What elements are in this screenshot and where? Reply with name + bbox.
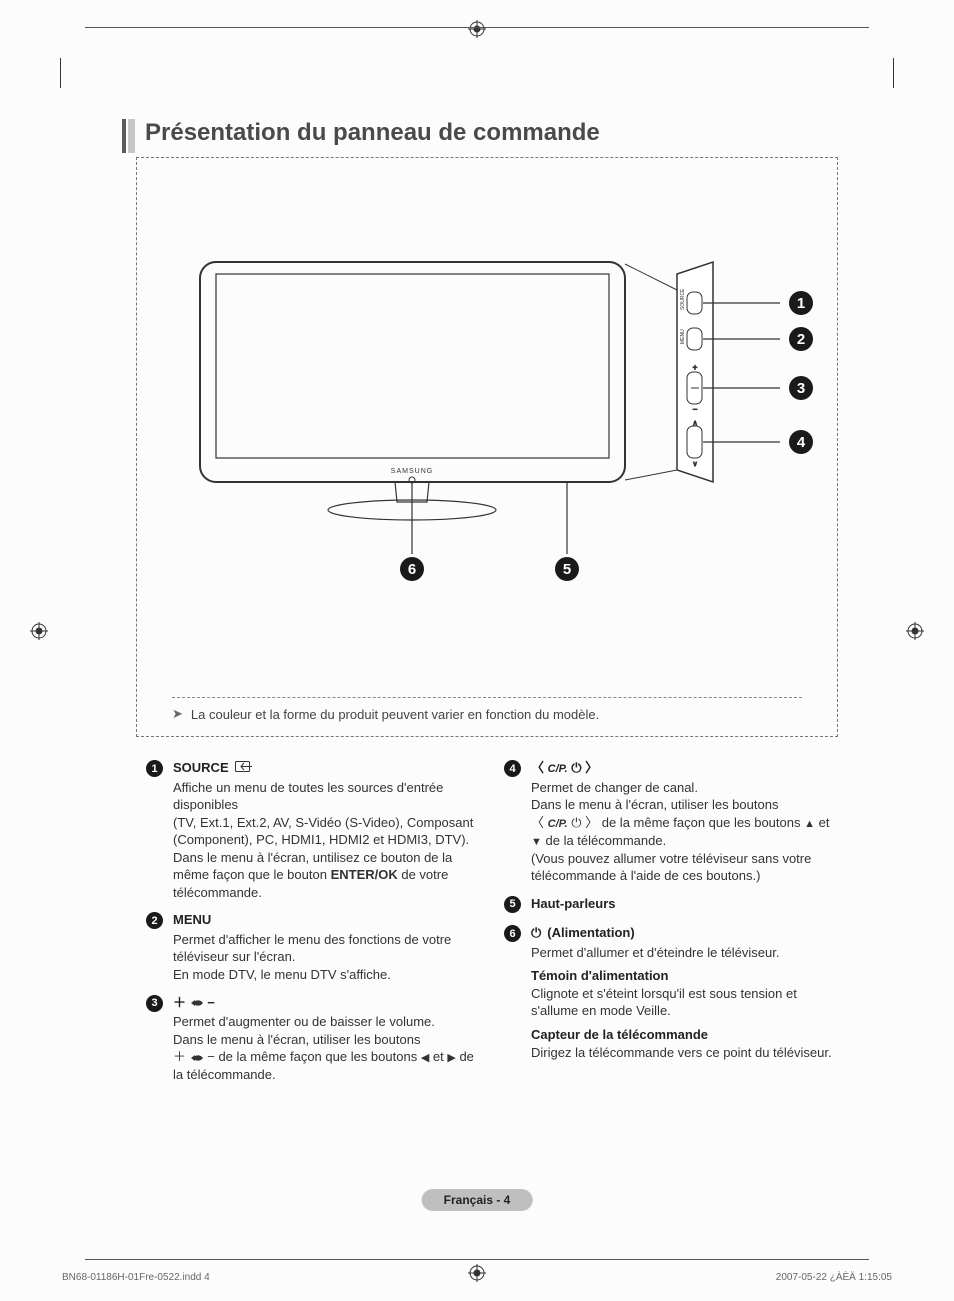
page-title: Présentation du panneau de commande <box>145 119 600 153</box>
note-text: La couleur et la forme du produit peuven… <box>191 707 599 722</box>
svg-text:∨: ∨ <box>692 461 697 468</box>
column-left: 1 SOURCE Affiche un menu de toutes les s… <box>146 759 480 1094</box>
note-arrow-icon <box>172 706 183 722</box>
svg-text:SOURCE: SOURCE <box>680 288 686 310</box>
item-head-text: (Alimentation) <box>547 924 634 942</box>
description-columns: 1 SOURCE Affiche un menu de toutes les s… <box>146 759 838 1094</box>
sub-text: Dirigez la télécommande vers ce point du… <box>531 1044 838 1062</box>
item-num: 5 <box>504 896 521 913</box>
item-head: MENU <box>173 911 480 929</box>
item-text: Permet de changer de canal.Dans le menu … <box>531 779 838 885</box>
page-number-pill: Français - 4 <box>422 1189 533 1211</box>
item-3: 3 ＋ − Permet d'augmenter ou de baisser l… <box>146 994 480 1084</box>
item-num: 6 <box>504 925 521 942</box>
callout-3: 3 <box>789 376 813 400</box>
footer-right: 2007-05-22 ¿ÀÈÄ 1:15:05 <box>776 1272 892 1283</box>
item-text: Permet d'allumer et d'éteindre le télévi… <box>531 944 838 962</box>
callout-5: 5 <box>555 557 579 581</box>
svg-text:∧: ∧ <box>692 420 697 427</box>
svg-text:MENU: MENU <box>680 329 686 344</box>
item-6: 6 ⏻ (Alimentation) Permet d'allumer et d… <box>504 924 838 1061</box>
item-text: Permet d'augmenter ou de baisser le volu… <box>173 1013 480 1083</box>
crop-corner <box>864 58 894 88</box>
item-head-text: SOURCE <box>173 759 229 777</box>
item-num: 2 <box>146 912 163 929</box>
item-body: Haut-parleurs <box>531 895 838 915</box>
item-body: SOURCE Affiche un menu de toutes les sou… <box>173 759 480 901</box>
footer-left: BN68-01186H-01Fre-0522.indd 4 <box>62 1272 210 1283</box>
item-head: Haut-parleurs <box>531 895 838 913</box>
callout-1: 1 <box>789 291 813 315</box>
callout-2: 2 <box>789 327 813 351</box>
sub-text: Clignote et s'éteint lorsqu'il est sous … <box>531 985 838 1020</box>
item-body: ＋ − Permet d'augmenter ou de baisser le … <box>173 994 480 1084</box>
sub-head: Capteur de la télécommande <box>531 1026 838 1044</box>
channel-glyph-icon: 〈 C/P. ⏻ 〉 <box>531 759 598 777</box>
item-head: 〈 C/P. ⏻ 〉 <box>531 759 838 777</box>
brand-label: SAMSUNG <box>391 468 433 475</box>
title-row: Présentation du panneau de commande <box>122 119 838 153</box>
item-body: 〈 C/P. ⏻ 〉 Permet de changer de canal.Da… <box>531 759 838 885</box>
tv-diagram: SAMSUNG + − ∧ ∨ SOU <box>175 254 805 574</box>
svg-text:−: − <box>693 405 698 414</box>
diagram-box: SAMSUNG + − ∧ ∨ SOU <box>136 157 838 737</box>
item-2: 2 MENU Permet d'afficher le menu des fon… <box>146 911 480 983</box>
item-4: 4 〈 C/P. ⏻ 〉 Permet de changer de canal.… <box>504 759 838 885</box>
item-body: ⏻ (Alimentation) Permet d'allumer et d'é… <box>531 924 838 1061</box>
diagram-note: La couleur et la forme du produit peuven… <box>172 697 802 722</box>
item-text: Permet d'afficher le menu des fonctions … <box>173 931 480 984</box>
item-head: SOURCE <box>173 759 480 777</box>
sub-head: Témoin d'alimentation <box>531 967 838 985</box>
registration-mark-bottom <box>468 1264 486 1282</box>
item-head: ⏻ (Alimentation) <box>531 924 838 942</box>
item-num: 3 <box>146 995 163 1012</box>
callout-4: 4 <box>789 430 813 454</box>
registration-mark-left <box>30 622 48 640</box>
item-text: Affiche un menu de toutes les sources d'… <box>173 779 480 902</box>
crop-corner <box>60 58 90 88</box>
title-accent-bar <box>122 119 135 153</box>
item-1: 1 SOURCE Affiche un menu de toutes les s… <box>146 759 480 901</box>
item-head: ＋ − <box>173 994 480 1012</box>
callout-6: 6 <box>400 557 424 581</box>
item-body: MENU Permet d'afficher le menu des fonct… <box>173 911 480 983</box>
column-right: 4 〈 C/P. ⏻ 〉 Permet de changer de canal.… <box>504 759 838 1094</box>
svg-text:+: + <box>693 363 698 372</box>
volume-glyph-icon: ＋ − <box>173 994 215 1012</box>
power-icon: ⏻ <box>531 924 541 942</box>
registration-mark-right <box>906 622 924 640</box>
item-5: 5 Haut-parleurs <box>504 895 838 915</box>
source-input-icon <box>235 760 253 776</box>
item-num: 1 <box>146 760 163 777</box>
item-num: 4 <box>504 760 521 777</box>
page-content: Présentation du panneau de commande SAMS… <box>122 119 838 1094</box>
